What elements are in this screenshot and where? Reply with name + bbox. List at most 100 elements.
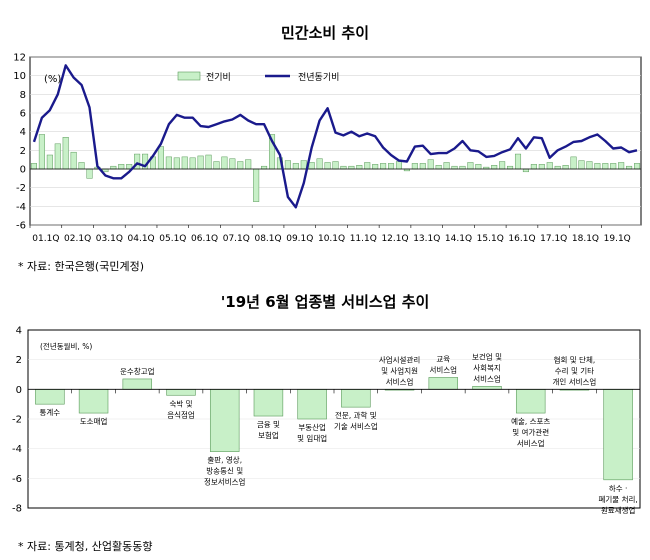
chart1-x-tick-label: 11.1Q — [350, 234, 377, 244]
chart2-category-label: 방송통신 및 — [206, 466, 243, 476]
chart1-bar — [332, 161, 339, 170]
chart1-y-tick-label: 12 — [13, 53, 26, 64]
chart2-category-label: 기술 서비스업 — [334, 422, 378, 431]
chart2-category-label: 및 임대업 — [297, 433, 327, 443]
chart1-bars — [30, 134, 641, 202]
chart1-x-tick-label: 05.1Q — [159, 234, 186, 244]
chart2-bar — [209, 389, 240, 452]
chart1-bar — [237, 161, 244, 170]
chart2-category-label: 교육 — [436, 354, 450, 363]
chart2-category-label: 보건업 및 — [472, 351, 502, 361]
chart1-x-tick-label: 08.1Q — [254, 234, 281, 244]
chart1-bar — [578, 160, 585, 170]
chart1-bar — [181, 156, 188, 170]
chart2-y-tick-label: 2 — [16, 355, 22, 366]
chart1-y-tick-label: -6 — [16, 221, 26, 232]
legend-swatch-bar — [177, 71, 201, 81]
chart2-bar — [428, 377, 459, 390]
chart2-category-label: 협회 및 단체, — [554, 354, 596, 364]
chart1-title: 민간소비 추이 — [281, 24, 369, 42]
chart1-y-axis: -6 -4 -2 0 2 4 6 8 10 12 — [13, 53, 26, 232]
chart1-x-tick-label: 04.1Q — [128, 234, 155, 244]
chart2-bar — [122, 378, 153, 390]
chart1-bar — [411, 163, 418, 170]
chart2-category-label: 서비스업 — [473, 374, 501, 383]
chart1-bar — [364, 162, 371, 170]
chart2-y-tick-label: 0 — [16, 385, 22, 396]
chart1-bar — [54, 143, 61, 170]
chart1-x-tick-label: 07.1Q — [223, 234, 250, 244]
chart2-y-tick-label: -4 — [12, 444, 22, 455]
chart1-bar — [499, 161, 506, 170]
chart1-bar — [602, 163, 609, 170]
chart1-y-tick-label: 8 — [20, 90, 26, 101]
chart2-category-label: 서비스업 — [429, 365, 457, 374]
chart1-x-tick-label: 02.1Q — [64, 234, 91, 244]
chart1-source: * 자료: 한국은행(국민계정) — [18, 260, 144, 273]
chart2-y-tick-label: -2 — [12, 415, 22, 426]
chart2-bar — [341, 389, 371, 408]
chart1-bar — [427, 159, 434, 170]
chart1-bar — [435, 165, 442, 170]
chart1-bar — [467, 162, 474, 170]
chart2-bar — [78, 389, 109, 414]
chart2-bar — [35, 389, 65, 405]
chart1-bar — [570, 156, 577, 170]
chart1-bar — [245, 159, 252, 170]
chart2-category-label: 도소매업 — [80, 417, 108, 426]
chart1-bar — [491, 165, 498, 170]
legend-label-line: 전년동기비 — [298, 72, 339, 83]
chart1-bar — [118, 164, 125, 170]
chart1-x-axis: 01.1Q 02.1Q 03.1Q 04.1Q 05.1Q 06.1Q 07.1Q 08.1Q… — [29, 225, 631, 244]
chart1-bar — [554, 165, 561, 170]
chart1-x-tick-label: 10.1Q — [318, 234, 345, 244]
chart1-bar — [70, 151, 77, 170]
chart1-bar — [618, 162, 625, 170]
chart1-bar — [38, 134, 45, 170]
chart1-bar — [110, 165, 117, 170]
chart1-bar — [586, 161, 593, 170]
chart1-bar — [86, 168, 93, 179]
chart1-bar — [261, 165, 268, 170]
chart1-x-tick-label: 14.1Q — [445, 234, 472, 244]
chart1-bar — [253, 168, 260, 202]
chart2-bars — [28, 377, 640, 481]
chart1-y-tick-label: 4 — [20, 127, 26, 138]
chart1-bar — [165, 156, 172, 170]
chart2-category-label: 통계수 — [40, 407, 61, 417]
chart1-bar — [419, 163, 426, 170]
chart2-category-label: 정보서비스업 — [204, 477, 245, 487]
chart1-x-tick-label: 16.1Q — [508, 234, 535, 244]
chart1-bar — [459, 165, 466, 170]
chart1-bar — [205, 154, 212, 170]
chart1-bar — [197, 155, 204, 170]
chart1-legend: 전기비 전년동기비 — [177, 71, 339, 83]
chart1-bar — [157, 146, 164, 170]
chart1-y-tick-label: 10 — [13, 71, 26, 82]
chart2-category-label: 및 여가관련 — [512, 427, 549, 437]
chart1-x-tick-label: 12.1Q — [381, 234, 408, 244]
chart2-bar — [515, 389, 546, 414]
chart1-bar — [475, 164, 482, 170]
chart1-bar — [610, 163, 617, 170]
chart1-bar — [213, 161, 220, 170]
chart1-bar — [538, 164, 545, 170]
chart2-category-label: 음식점업 — [167, 409, 195, 419]
chart2-category-label: 하수 · — [609, 483, 628, 493]
chart1-bar — [626, 165, 633, 170]
chart2-y-tick-label: -8 — [12, 504, 22, 515]
chart1-bar — [443, 162, 450, 170]
legend-label-bar: 전기비 — [206, 72, 231, 83]
chart1-bar — [451, 165, 458, 170]
chart1-bar — [530, 164, 537, 170]
chart2-category-label: 출판, 영상, — [207, 455, 242, 465]
chart1-x-tick-label: 13.1Q — [413, 234, 440, 244]
chart2-category-label: 사회복지 — [473, 363, 501, 372]
chart1-bar — [546, 162, 553, 170]
chart2-category-label: 숙박 및 — [169, 398, 192, 408]
chart2-bar — [253, 389, 284, 417]
chart1-x-tick-label: 19.1Q — [604, 234, 631, 244]
chart2-y-axis: -8 -6 -4 -2 0 2 4 — [12, 326, 22, 515]
